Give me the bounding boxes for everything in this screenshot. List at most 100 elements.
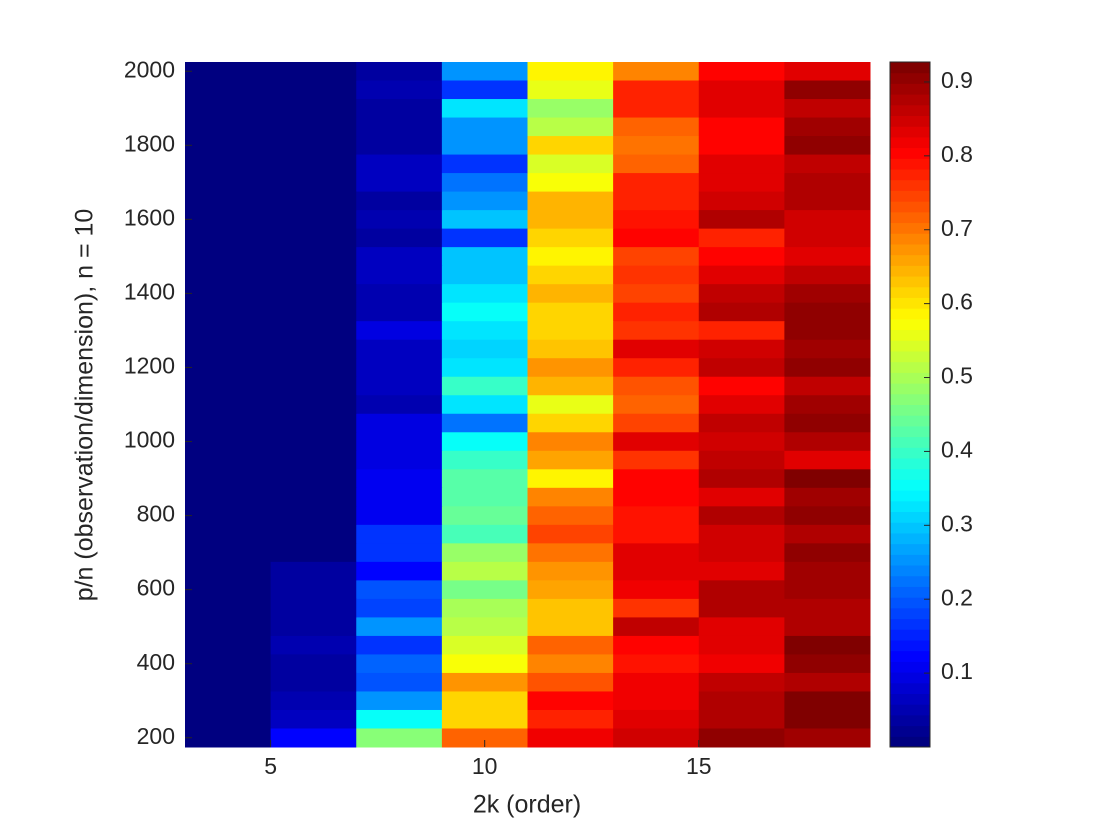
heatmap-cell — [698, 321, 785, 341]
heatmap-cell — [185, 321, 272, 341]
heatmap-cell — [356, 691, 443, 711]
heatmap-cell — [441, 506, 528, 526]
heatmap-cell — [356, 284, 443, 304]
heatmap-cell — [270, 302, 357, 322]
heatmap-cell — [698, 469, 785, 489]
heatmap-cell — [613, 524, 700, 544]
heatmap-cell — [613, 339, 700, 359]
heatmap-cell — [441, 672, 528, 692]
heatmap-cell — [185, 210, 272, 230]
heatmap-cell — [441, 339, 528, 359]
heatmap-cell — [441, 469, 528, 489]
heatmap-cell — [185, 580, 272, 600]
heatmap-cell — [185, 450, 272, 470]
heatmap-cell — [784, 284, 871, 304]
heatmap-cell — [698, 228, 785, 248]
colorbar-step — [890, 607, 930, 620]
x-tick-label: 5 — [264, 753, 277, 779]
heatmap-cell — [441, 228, 528, 248]
heatmap-cell — [185, 302, 272, 322]
heatmap-cell — [613, 709, 700, 729]
heatmap-cell — [527, 117, 614, 137]
heatmap-cell — [784, 432, 871, 452]
heatmap-cell — [270, 450, 357, 470]
heatmap-cell — [185, 173, 272, 193]
heatmap-cell — [527, 228, 614, 248]
heatmap-cell — [784, 191, 871, 211]
colorbar-frame — [889, 61, 931, 748]
y-tick-label: 400 — [137, 649, 175, 675]
colorbar-tick-label: 0.8 — [941, 141, 973, 167]
heatmap-cell — [698, 284, 785, 304]
heatmap-cell — [698, 154, 785, 174]
heatmap-cell — [784, 450, 871, 470]
heatmap-cell — [441, 376, 528, 396]
heatmap-cell — [613, 173, 700, 193]
heatmap-cell — [270, 284, 357, 304]
heatmap-cell — [527, 635, 614, 655]
heatmap-cell — [441, 321, 528, 341]
heatmap-cell — [185, 136, 272, 156]
heatmap-cell — [356, 728, 443, 748]
heatmap-cell — [270, 136, 357, 156]
heatmap-cell — [441, 117, 528, 137]
colorbar-tick-label: 0.1 — [941, 658, 973, 684]
heatmap-cell — [527, 450, 614, 470]
heatmap-cell — [613, 506, 700, 526]
heatmap-cell — [613, 450, 700, 470]
colorbar-step — [890, 350, 930, 363]
heatmap-cell — [356, 376, 443, 396]
heatmap-cell — [270, 191, 357, 211]
heatmap-cell — [698, 691, 785, 711]
heatmap-cell — [356, 395, 443, 415]
heatmap-cell — [784, 265, 871, 285]
heatmap-cell — [441, 191, 528, 211]
heatmap-cell — [441, 524, 528, 544]
heatmap-cell — [270, 580, 357, 600]
colorbar-step — [890, 522, 930, 534]
heatmap-cell — [784, 117, 871, 137]
heatmap-cell — [527, 709, 614, 729]
heatmap-cell — [527, 265, 614, 285]
y-tick-label: 1800 — [124, 130, 175, 156]
heatmap-cell — [441, 265, 528, 285]
heatmap-cell — [356, 265, 443, 285]
heatmap-cell — [527, 580, 614, 600]
heatmap-cell — [613, 635, 700, 655]
heatmap-cell — [270, 672, 357, 692]
colorbar-step — [890, 693, 930, 705]
heatmap-cell — [270, 524, 357, 544]
heatmap-cell — [698, 524, 785, 544]
heatmap-cell — [784, 487, 871, 507]
heatmap-cell — [270, 635, 357, 655]
heatmap-cell — [441, 247, 528, 267]
heatmap-cell — [527, 506, 614, 526]
heatmap-cell — [356, 339, 443, 359]
y-tick-label: 1400 — [124, 278, 175, 304]
heatmap-cell — [698, 672, 785, 692]
colorbar-step — [890, 361, 930, 373]
heatmap-cell — [356, 432, 443, 452]
heatmap-cell — [527, 302, 614, 322]
heatmap-cell — [784, 339, 871, 359]
heatmap-cell — [185, 617, 272, 637]
heatmap-cell — [527, 469, 614, 489]
heatmap-cell — [441, 487, 528, 507]
colorbar-step — [890, 500, 930, 513]
heatmap-cell — [698, 728, 785, 748]
heatmap-cell — [441, 691, 528, 711]
heatmap-cell — [698, 80, 785, 100]
heatmap-cell — [784, 210, 871, 230]
colorbar-step — [890, 372, 930, 384]
heatmap-cell — [784, 580, 871, 600]
colorbar-step — [890, 639, 930, 652]
heatmap-cell — [527, 339, 614, 359]
colorbar-step — [890, 672, 930, 684]
heatmap-cell — [698, 450, 785, 470]
colorbar-step — [890, 447, 930, 459]
heatmap-cell — [784, 561, 871, 581]
heatmap-cell — [698, 99, 785, 119]
heatmap-cell — [698, 265, 785, 285]
colorbar-step — [890, 115, 930, 127]
